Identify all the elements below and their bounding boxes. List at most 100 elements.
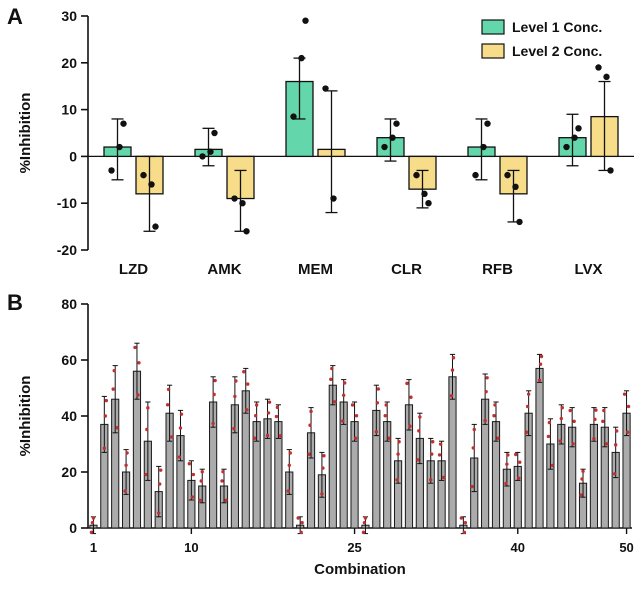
data-point <box>89 530 94 535</box>
data-point <box>124 463 128 467</box>
data-point <box>558 439 562 443</box>
data-point <box>506 453 510 457</box>
data-point <box>563 143 570 151</box>
data-point <box>309 409 313 414</box>
y-tick-label: 80 <box>61 296 77 312</box>
data-point <box>438 442 443 446</box>
y-axis-title: %Inhibition <box>17 93 34 174</box>
data-point <box>592 436 596 441</box>
data-point <box>234 379 238 383</box>
data-point <box>146 406 150 410</box>
data-point <box>626 404 631 409</box>
data-point <box>593 417 597 422</box>
data-point <box>381 143 388 151</box>
data-point <box>547 420 552 425</box>
data-point <box>612 472 617 476</box>
data-point <box>496 436 500 440</box>
data-point <box>559 416 563 421</box>
data-point <box>383 414 387 418</box>
data-point <box>470 484 474 489</box>
data-point <box>376 387 381 391</box>
x-category-label: MEM <box>298 261 333 278</box>
y-tick-label: 40 <box>61 408 77 424</box>
data-point <box>140 171 147 179</box>
data-point <box>169 435 174 439</box>
data-point <box>213 378 217 383</box>
data-point <box>603 73 610 81</box>
y-tick-label: 0 <box>69 520 77 536</box>
data-point <box>245 408 249 412</box>
data-point <box>518 460 522 464</box>
data-point <box>524 430 529 434</box>
data-point <box>413 171 420 179</box>
data-point <box>252 436 257 440</box>
data-point <box>178 426 183 430</box>
y-axis-title: %Inhibition <box>17 376 34 457</box>
data-point <box>389 134 396 141</box>
data-point <box>200 470 204 474</box>
data-point <box>165 403 170 407</box>
data-point <box>393 120 400 127</box>
data-point <box>159 468 163 472</box>
legend-label: Level 2 Conc. <box>512 43 602 59</box>
data-point <box>286 489 290 493</box>
data-point <box>211 421 215 426</box>
data-point <box>571 134 578 141</box>
data-point <box>546 434 551 439</box>
data-point <box>568 408 572 413</box>
data-point <box>322 85 329 92</box>
data-point <box>613 443 618 447</box>
data-point <box>421 190 428 198</box>
panel-b-chart: 0 20 40 60 80 %Inhibition 1 10 25 40 50 Combination <box>17 296 634 578</box>
data-point <box>320 492 324 496</box>
y-tick-label: 10 <box>61 102 77 118</box>
data-point <box>148 181 155 188</box>
x-category-label: RFB <box>482 261 513 278</box>
data-point <box>137 361 141 365</box>
panel-a-chart: -20 -10 0 10 20 30 %Inhibition LZD AMK MEM CLR RFB L… <box>17 8 634 278</box>
data-point <box>459 516 464 520</box>
data-point <box>504 171 511 179</box>
data-point <box>595 64 602 71</box>
data-point <box>120 120 127 127</box>
data-point <box>441 475 446 480</box>
data-point <box>166 387 171 392</box>
x-tick-label: 1 <box>90 540 97 555</box>
data-point <box>278 434 283 438</box>
data-point <box>330 195 337 202</box>
y-tick-label: 30 <box>61 8 77 24</box>
data-point <box>308 423 312 427</box>
data-point <box>395 478 399 482</box>
data-point <box>581 469 585 473</box>
data-point <box>361 530 366 535</box>
data-point <box>437 453 442 457</box>
data-point <box>179 412 184 416</box>
data-point <box>152 223 159 230</box>
x-category-label: CLR <box>391 261 422 278</box>
data-point <box>274 414 279 419</box>
data-point <box>572 419 576 424</box>
data-point <box>190 495 195 499</box>
data-point <box>288 451 292 455</box>
data-point <box>492 414 496 418</box>
legend-swatch <box>481 19 505 35</box>
data-point <box>537 378 542 382</box>
data-point <box>341 393 346 397</box>
data-point <box>384 403 388 407</box>
data-point <box>480 143 487 151</box>
panel-b-label: B <box>7 290 23 315</box>
data-point <box>231 195 238 202</box>
data-point <box>483 418 487 423</box>
data-point <box>300 520 304 525</box>
data-point <box>493 403 497 407</box>
data-point <box>108 167 115 174</box>
data-point <box>450 368 455 372</box>
data-point <box>580 477 584 481</box>
data-point <box>363 516 368 520</box>
data-point <box>607 167 614 174</box>
data-point <box>560 406 564 410</box>
data-point <box>396 452 400 456</box>
data-point <box>116 143 123 151</box>
data-point <box>123 489 127 493</box>
